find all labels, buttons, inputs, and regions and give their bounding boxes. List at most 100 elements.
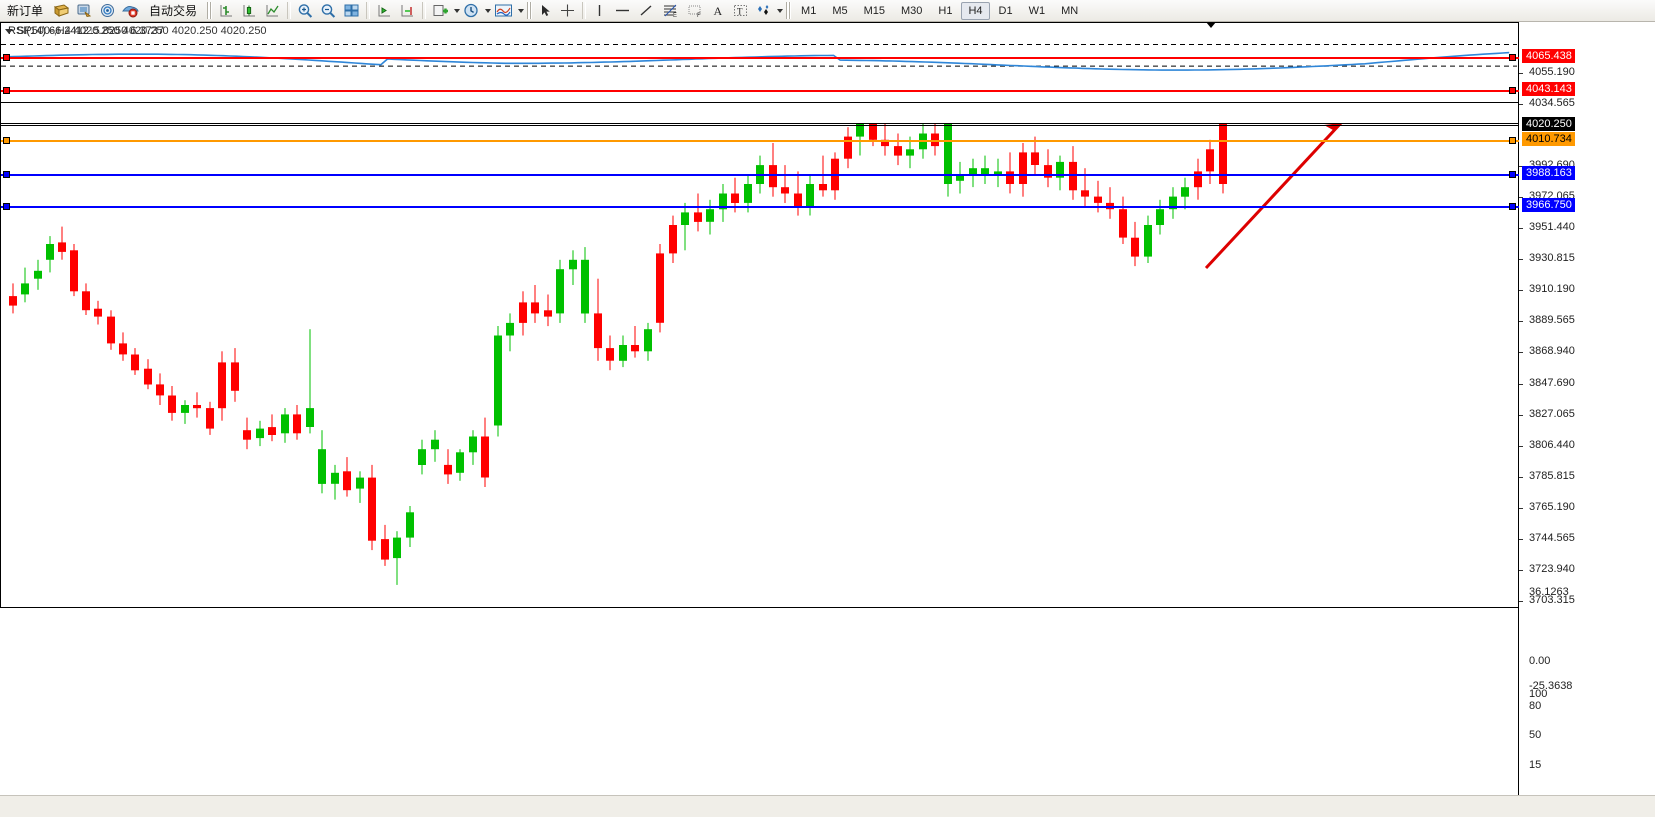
- rsi-label: RSI(14) 66.2412: [6, 25, 91, 37]
- price-tick-label-4: 3951.440: [1529, 221, 1575, 233]
- price-tag-5[interactable]: 3966.750: [1522, 198, 1575, 212]
- rsi-scale-label-1: 80: [1529, 700, 1542, 712]
- autotrading-label: 自动交易: [149, 4, 198, 18]
- tile-windows-icon[interactable]: [340, 1, 363, 21]
- price-level-handle-left-1[interactable]: [3, 87, 10, 94]
- price-level-handle-left-3[interactable]: [3, 137, 10, 144]
- trendline-icon[interactable]: [635, 1, 658, 21]
- price-level-handle-4[interactable]: [1509, 171, 1516, 178]
- price-level-handle-left-0[interactable]: [3, 54, 10, 61]
- vertical-line-icon[interactable]: [589, 1, 610, 21]
- price-level-handle-5[interactable]: [1509, 203, 1516, 210]
- period-clock-icon[interactable]: [460, 1, 483, 21]
- price-level-handle-3[interactable]: [1509, 137, 1516, 144]
- crosshair-icon[interactable]: [556, 1, 579, 21]
- price-tag-3[interactable]: 4010.734: [1522, 132, 1575, 146]
- bar-chart-icon[interactable]: [215, 1, 238, 21]
- price-tag-1[interactable]: 4043.143: [1522, 82, 1575, 96]
- chart-title: SP500-,H4 4020.250 4020.250 4020.250 402…: [17, 25, 267, 37]
- price-level-line-4[interactable]: [1, 174, 1519, 176]
- price-tag-2[interactable]: 4020.250: [1522, 117, 1575, 131]
- price-tick-label-16: 3703.315: [1529, 594, 1575, 606]
- cursor-icon[interactable]: [535, 1, 556, 21]
- templates-dropdown-caret[interactable]: [518, 8, 525, 13]
- rsi-scale-label-0: 100: [1529, 688, 1548, 700]
- price-level-handle-0[interactable]: [1509, 54, 1516, 61]
- toolbar-separator: [366, 2, 371, 19]
- price-tick-mark: [1519, 539, 1523, 540]
- price-tick-label-1: 4034.565: [1529, 97, 1575, 109]
- macd-scale-label-0: 36.1263: [1529, 586, 1569, 598]
- price-tick-label-15: 3723.940: [1529, 563, 1575, 575]
- fibonacci-icon[interactable]: E: [658, 1, 683, 21]
- toolbar-grip[interactable]: [527, 2, 533, 19]
- autotrading-icon[interactable]: [119, 1, 142, 21]
- timeframe-m30[interactable]: M30: [901, 4, 923, 17]
- timeframe-d1[interactable]: D1: [998, 4, 1013, 17]
- period-dropdown-caret[interactable]: [485, 8, 492, 13]
- price-tick-mark: [1519, 73, 1523, 74]
- objects-icon[interactable]: [752, 1, 775, 21]
- price-tick-mark: [1519, 197, 1523, 198]
- zoom-in-icon[interactable]: [294, 1, 317, 21]
- chart-collapse-icon[interactable]: [5, 29, 13, 34]
- main-toolbar: 新订单 自动交易: [0, 0, 1655, 22]
- toolbar-grip[interactable]: [207, 2, 213, 19]
- terminal-icon[interactable]: [73, 1, 96, 21]
- price-level-handle-left-5[interactable]: [3, 203, 10, 210]
- candlestick-chart-icon[interactable]: [238, 1, 261, 21]
- line-chart-icon[interactable]: [261, 1, 284, 21]
- chart-area[interactable]: SP500-,H4 4020.250 4020.250 4020.250 402…: [0, 22, 1655, 817]
- indicators-dropdown-caret[interactable]: [454, 8, 461, 13]
- zoom-out-icon[interactable]: [317, 1, 340, 21]
- svg-text:T: T: [737, 7, 743, 17]
- price-level-line-2[interactable]: [1, 125, 1519, 126]
- price-tick-label-10: 3827.065: [1529, 408, 1575, 420]
- indicators-add-icon[interactable]: [429, 1, 452, 21]
- price-tick-label-5: 3930.815: [1529, 252, 1575, 264]
- signals-icon[interactable]: [96, 1, 119, 21]
- toolbar-grip[interactable]: [786, 2, 792, 19]
- price-scale[interactable]: 4055.190 4034.565 3992.690 3972.065 3951.440…: [1518, 22, 1655, 795]
- price-level-handle-left-4[interactable]: [3, 171, 10, 178]
- price-tick-mark: [1519, 104, 1523, 105]
- timeframe-m5[interactable]: M5: [832, 4, 848, 17]
- label-icon[interactable]: T: [729, 1, 752, 21]
- price-tick-mark: [1519, 321, 1523, 322]
- price-tick-mark: [1519, 352, 1523, 353]
- price-level-line-3[interactable]: [1, 140, 1519, 142]
- price-tick-mark: [1519, 384, 1523, 385]
- shift-end-icon[interactable]: [373, 1, 396, 21]
- price-tag-0[interactable]: 4065.438: [1522, 49, 1575, 63]
- price-level-line-1[interactable]: [1, 90, 1519, 92]
- macd-scale-label-1: 0.00: [1529, 655, 1551, 667]
- price-tag-4[interactable]: 3988.163: [1522, 166, 1575, 180]
- price-level-line-0[interactable]: [1, 57, 1519, 59]
- timeframe-mn[interactable]: MN: [1061, 4, 1079, 17]
- svg-text:F: F: [697, 13, 701, 18]
- horizontal-line-icon[interactable]: [610, 1, 635, 21]
- timeframe-h1[interactable]: H1: [938, 4, 953, 17]
- new-order-label: 新订单: [7, 4, 44, 18]
- autoscroll-icon[interactable]: [396, 1, 419, 21]
- timeframe-m1[interactable]: M1: [801, 4, 817, 17]
- timeframe-h4[interactable]: H4: [961, 1, 990, 20]
- price-tick-label-0: 4055.190: [1529, 66, 1575, 78]
- timeframe-w1[interactable]: W1: [1028, 4, 1046, 17]
- svg-text:E: E: [673, 13, 677, 18]
- price-tick-label-13: 3765.190: [1529, 501, 1575, 513]
- timeframe-m15[interactable]: M15: [863, 4, 885, 17]
- price-tick-label-11: 3806.440: [1529, 439, 1575, 451]
- text-icon[interactable]: A: [708, 1, 729, 21]
- macd-scale-label-2: -25.3638: [1529, 680, 1573, 692]
- autotrading-button[interactable]: 自动交易: [142, 1, 204, 21]
- profile-icon[interactable]: [50, 1, 73, 21]
- toolbar-separator: [582, 2, 587, 19]
- price-level-line-5[interactable]: [1, 206, 1519, 208]
- price-tick-label-7: 3889.565: [1529, 314, 1575, 326]
- objects-dropdown-caret[interactable]: [777, 8, 784, 13]
- channel-icon[interactable]: F: [683, 1, 708, 21]
- templates-icon[interactable]: [491, 1, 516, 21]
- price-level-handle-1[interactable]: [1509, 87, 1516, 94]
- new-order-button[interactable]: 新订单: [0, 1, 50, 21]
